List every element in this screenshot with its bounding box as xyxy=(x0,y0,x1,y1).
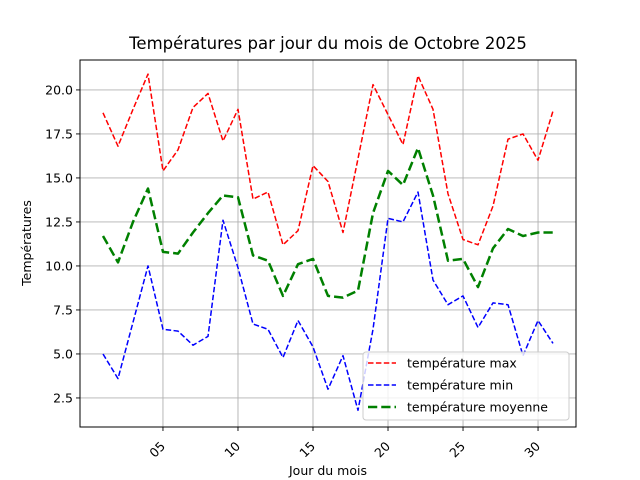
legend-label: température max xyxy=(407,356,517,371)
series-line-température-min xyxy=(102,191,554,412)
y-axis-label: Températures xyxy=(19,200,34,287)
x-axis-label: Jour du mois xyxy=(288,463,367,478)
legend: température max température min températur… xyxy=(362,351,570,421)
legend-label: température min xyxy=(407,378,513,393)
y-tick-label: 10.0 xyxy=(45,258,73,273)
series-layer xyxy=(101,73,554,412)
y-tick-label: 12.5 xyxy=(45,214,73,229)
series-line-température-max xyxy=(102,73,554,246)
y-tick-label: 20.0 xyxy=(45,82,73,97)
legend-label: température moyenne xyxy=(407,400,548,415)
y-tick-label: 17.5 xyxy=(45,126,73,141)
y-tick-label: 5.0 xyxy=(53,346,73,361)
grid-lines xyxy=(80,60,576,427)
y-tick-label: 7.5 xyxy=(53,302,73,317)
axes-frame xyxy=(79,59,577,428)
y-tick-label: 15.0 xyxy=(45,170,73,185)
y-tick-label: 2.5 xyxy=(53,390,73,405)
chart-title: Températures par jour du mois de Octobre… xyxy=(128,34,527,53)
legend-box xyxy=(362,351,570,421)
series-line-température-moyenne xyxy=(101,146,553,299)
y-axis-ticks: 2.5 5.0 7.5 10.0 12.5 15.0 17.5 20.0 xyxy=(45,82,80,405)
